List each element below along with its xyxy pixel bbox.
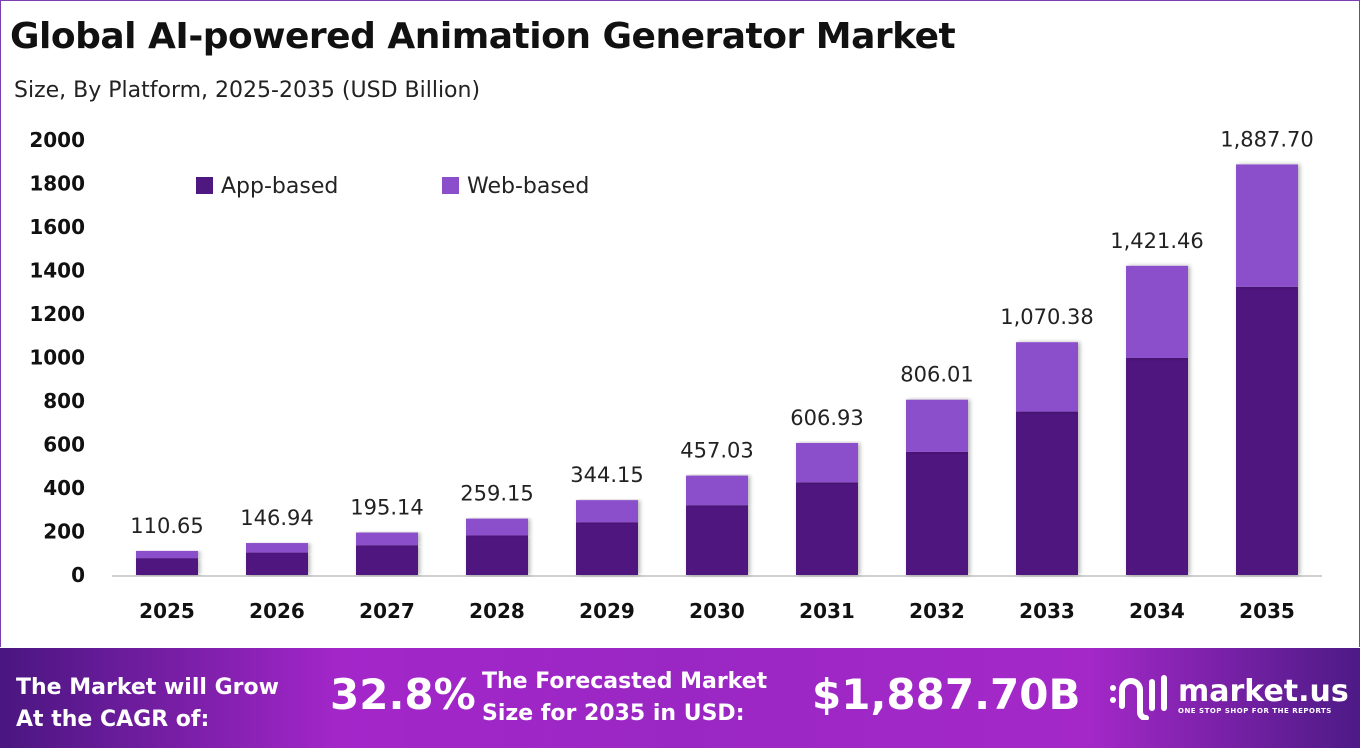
x-tick-label: 2031 (799, 599, 855, 623)
y-tick-label: 1600 (29, 215, 85, 239)
legend-swatch-app-based (196, 177, 213, 194)
bar-total-label: 806.01 (900, 363, 973, 387)
bar-segment-app-based (136, 558, 198, 575)
bar-segment-app-based (356, 545, 418, 575)
bar-segment-web-based (356, 532, 418, 546)
bar-total-label: 1,421.46 (1110, 229, 1204, 253)
y-tick-label: 600 (43, 433, 85, 457)
y-tick-label: 1200 (29, 302, 85, 326)
stacked-bar-chart: 0 200 400 600 800 1000 1200 1400 1600 1800 2000 110… (29, 127, 1322, 623)
legend-label: App-based (221, 174, 338, 199)
bar-total-label: 195.14 (350, 496, 423, 520)
bar-segment-web-based (796, 442, 858, 483)
bar-segment-web-based (466, 518, 528, 536)
bar-segment-web-based (576, 500, 638, 523)
y-tick-label: 200 (43, 520, 85, 544)
bar-segment-web-based (1126, 265, 1188, 358)
bar-segment-app-based (686, 505, 748, 575)
bar-segment-app-based (466, 535, 528, 575)
forecast-label: The Forecasted Market Size for 2035 in U… (482, 666, 767, 730)
bar-total-label: 259.15 (460, 482, 533, 506)
cagr-label-line2: At the CAGR of: (16, 707, 210, 732)
y-tick-label: 2000 (29, 128, 85, 152)
y-tick-label: 1800 (29, 172, 85, 196)
x-tick-label: 2032 (909, 599, 965, 623)
bar-segment-app-based (906, 451, 968, 575)
bar-segment-web-based (906, 399, 968, 452)
bar-segment-app-based (796, 482, 858, 575)
bar-segment-web-based (136, 550, 198, 559)
cagr-value: 32.8% (330, 670, 476, 719)
chart-title: Global AI-powered Animation Generator Ma… (10, 16, 956, 57)
y-tick-label: 0 (71, 563, 85, 587)
x-tick-label: 2033 (1019, 599, 1075, 623)
y-tick-label: 800 (43, 389, 85, 413)
legend-label: Web-based (467, 174, 589, 199)
forecast-label-line2: Size for 2035 in USD: (482, 701, 745, 726)
cagr-label: The Market will Grow At the CAGR of: (16, 672, 279, 736)
bar-segment-app-based (1016, 411, 1078, 575)
bar-total-label: 606.93 (790, 406, 863, 430)
footer-banner: The Market will Grow At the CAGR of: 32.… (0, 648, 1360, 748)
bar-segment-app-based (576, 522, 638, 575)
y-tick-label: 1400 (29, 259, 85, 283)
legend-swatch-web-based (442, 177, 459, 194)
bar-segment-web-based (246, 543, 308, 553)
x-tick-label: 2026 (249, 599, 305, 623)
bar-segment-web-based (1236, 164, 1298, 287)
y-tick-label: 400 (43, 476, 85, 500)
chart-subtitle: Size, By Platform, 2025-2035 (USD Billio… (14, 78, 481, 103)
brand-tagline: ONE STOP SHOP FOR THE REPORTS (1178, 707, 1332, 715)
bar-segment-web-based (1016, 342, 1078, 412)
bar-total-label: 457.03 (680, 439, 753, 463)
bar-total-label: 1,070.38 (1000, 305, 1094, 329)
bar-segment-app-based (246, 552, 308, 575)
x-tick-label: 2029 (579, 599, 635, 623)
x-tick-label: 2030 (689, 599, 745, 623)
x-tick-label: 2027 (359, 599, 415, 623)
x-tick-label: 2035 (1239, 599, 1295, 623)
x-tick-label: 2025 (139, 599, 195, 623)
marketus-logo-icon (1110, 675, 1167, 720)
bar-total-label: 146.94 (240, 506, 313, 530)
bar-segment-app-based (1236, 286, 1298, 575)
marketus-logo: market.us ONE STOP SHOP FOR THE REPORTS (1108, 672, 1349, 720)
bar-segment-web-based (686, 475, 748, 506)
bar-total-label: 110.65 (130, 514, 203, 538)
cagr-label-line1: The Market will Grow (16, 675, 279, 700)
y-tick-label: 1000 (29, 346, 85, 370)
forecast-label-line1: The Forecasted Market (482, 669, 768, 694)
bar-segment-app-based (1126, 357, 1188, 575)
brand-name: market.us (1178, 674, 1349, 709)
forecast-value: $1,887.70B (812, 670, 1081, 719)
bar-total-label: 344.15 (570, 463, 643, 487)
x-tick-label: 2034 (1129, 599, 1185, 623)
x-tick-label: 2028 (469, 599, 525, 623)
bar-total-label: 1,887.70 (1220, 127, 1314, 151)
